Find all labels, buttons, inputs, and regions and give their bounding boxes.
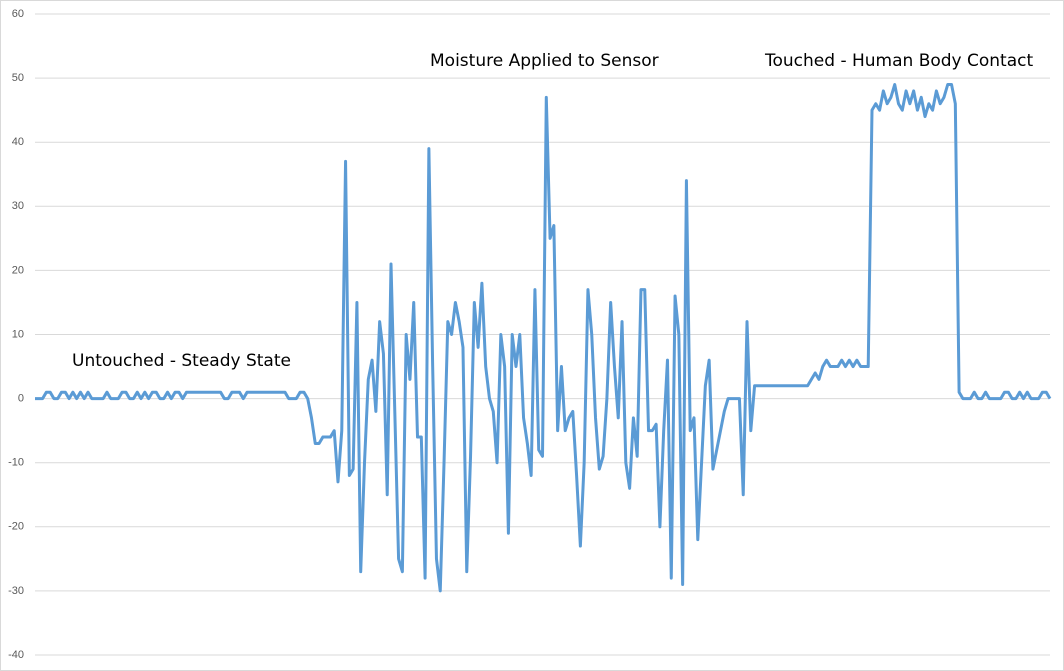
y-tick-label: 0 — [18, 393, 24, 405]
y-tick-label: 60 — [12, 8, 24, 20]
y-tick-label: -10 — [8, 457, 24, 469]
y-tick-label: 20 — [12, 264, 24, 276]
y-tick-label: 40 — [12, 136, 24, 148]
y-tick-label: 50 — [12, 72, 24, 84]
y-tick-label: -30 — [8, 585, 24, 597]
data-line — [35, 83, 1052, 593]
annotation: Moisture Applied to Sensor — [430, 51, 659, 71]
y-tick-label: 30 — [12, 200, 24, 212]
y-tick-label: 10 — [12, 328, 24, 340]
y-tick-label: -40 — [8, 649, 24, 661]
annotation: Untouched - Steady State — [72, 351, 291, 371]
y-tick-label: -20 — [8, 521, 24, 533]
annotation: Touched - Human Body Contact — [764, 51, 1033, 71]
